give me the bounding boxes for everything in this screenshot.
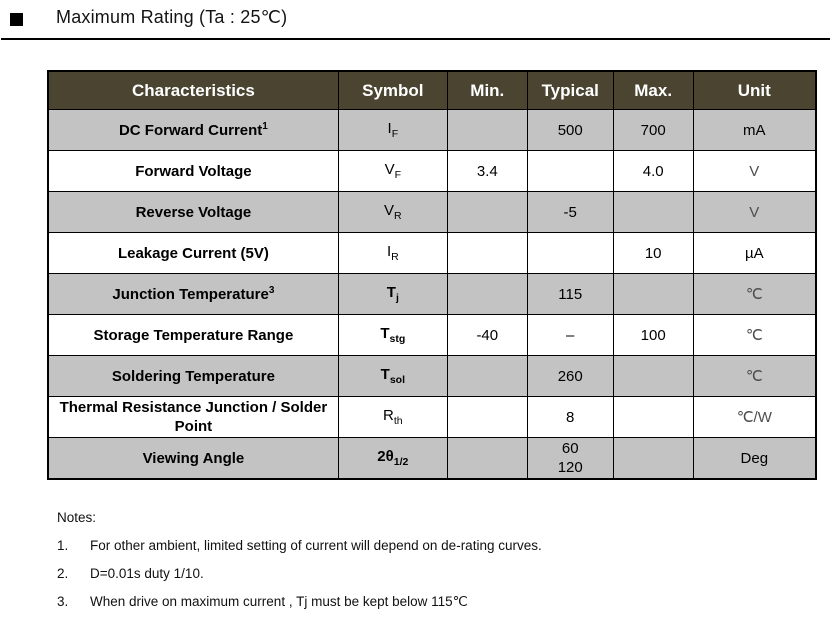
cell-characteristic: Forward Voltage xyxy=(47,150,339,192)
cell-max xyxy=(612,437,694,480)
cell-symbol: Tsol xyxy=(337,355,448,397)
column-header-symbol: Symbol xyxy=(337,70,448,110)
note-item: 1. For other ambient, limited setting of… xyxy=(57,538,542,553)
cell-characteristic: Thermal Resistance Junction / Solder Poi… xyxy=(47,396,339,438)
column-header-min: Min. xyxy=(446,70,528,110)
cell-characteristic: Viewing Angle xyxy=(47,437,339,480)
note-item: 2. D=0.01s duty 1/10. xyxy=(57,566,542,581)
cell-min xyxy=(446,437,528,480)
column-header-characteristics: Characteristics xyxy=(47,70,339,110)
cell-symbol: VR xyxy=(337,191,448,233)
cell-typical: 115 xyxy=(526,273,614,315)
cell-symbol: VF xyxy=(337,150,448,192)
column-header-max: Max. xyxy=(612,70,694,110)
table-row: Viewing Angle 2θ1/2 60 120 Deg xyxy=(47,437,817,480)
cell-max xyxy=(612,273,694,315)
cell-typical xyxy=(526,150,614,192)
cell-typical: -5 xyxy=(526,191,614,233)
table-row: Forward Voltage VF 3.4 4.0 V xyxy=(47,150,817,192)
cell-max: 10 xyxy=(612,232,694,274)
cell-characteristic: Reverse Voltage xyxy=(47,191,339,233)
cell-unit: ℃ xyxy=(692,314,817,356)
cell-characteristic: Leakage Current (5V) xyxy=(47,232,339,274)
cell-min xyxy=(446,396,528,438)
cell-unit: ℃ xyxy=(692,273,817,315)
cell-unit: V xyxy=(692,191,817,233)
cell-typical: 60 120 xyxy=(526,437,614,480)
maximum-rating-table: Characteristics Symbol Min. Typical Max.… xyxy=(47,70,817,480)
notes-heading: Notes: xyxy=(57,510,97,525)
column-header-typical: Typical xyxy=(526,70,614,110)
note-number: 1. xyxy=(57,538,69,553)
cell-unit: µA xyxy=(692,232,817,274)
cell-unit: Deg xyxy=(692,437,817,480)
square-bullet-icon xyxy=(10,12,23,26)
table-row: Storage Temperature Range Tstg -40 – 100… xyxy=(47,314,817,356)
cell-min: -40 xyxy=(446,314,528,356)
cell-max: 100 xyxy=(612,314,694,356)
section-header: Maximum Rating (Ta : 25℃) xyxy=(10,7,287,28)
note-text: For other ambient, limited setting of cu… xyxy=(90,538,542,553)
cell-characteristic: Storage Temperature Range xyxy=(47,314,339,356)
cell-max: 4.0 xyxy=(612,150,694,192)
cell-unit: ℃ xyxy=(692,355,817,397)
note-item: 3. When drive on maximum current , Tj mu… xyxy=(57,594,542,610)
cell-unit: V xyxy=(692,150,817,192)
table-row: Reverse Voltage VR -5 V xyxy=(47,191,817,233)
note-text: When drive on maximum current , Tj must … xyxy=(90,594,468,609)
cell-min xyxy=(446,109,528,151)
cell-symbol: IF xyxy=(337,109,448,151)
page-title: Maximum Rating (Ta : 25℃) xyxy=(56,7,288,27)
cell-symbol: Tj xyxy=(337,273,448,315)
note-number: 3. xyxy=(57,594,69,609)
cell-unit: ℃/W xyxy=(692,396,817,438)
cell-max xyxy=(612,191,694,233)
cell-characteristic: Junction Temperature3 xyxy=(47,273,339,315)
cell-symbol: IR xyxy=(337,232,448,274)
table-row: DC Forward Current1 IF 500 700 mA xyxy=(47,109,817,151)
table-row: Thermal Resistance Junction / Solder Poi… xyxy=(47,396,817,438)
cell-min xyxy=(446,232,528,274)
cell-max xyxy=(612,396,694,438)
cell-symbol: Rth xyxy=(337,396,448,438)
cell-typical: – xyxy=(526,314,614,356)
cell-max xyxy=(612,355,694,397)
cell-symbol: 2θ1/2 xyxy=(337,437,448,480)
cell-min xyxy=(446,355,528,397)
note-number: 2. xyxy=(57,566,69,581)
table-row: Leakage Current (5V) IR 10 µA xyxy=(47,232,817,274)
cell-typical: 500 xyxy=(526,109,614,151)
table-header-row: Characteristics Symbol Min. Typical Max.… xyxy=(47,70,817,110)
cell-min xyxy=(446,273,528,315)
cell-characteristic: Soldering Temperature xyxy=(47,355,339,397)
cell-min xyxy=(446,191,528,233)
notes-section: Notes: 1. For other ambient, limited set… xyxy=(57,510,542,623)
cell-symbol: Tstg xyxy=(337,314,448,356)
note-text: D=0.01s duty 1/10. xyxy=(90,566,204,581)
cell-unit: mA xyxy=(692,109,817,151)
table-row: Soldering Temperature Tsol 260 ℃ xyxy=(47,355,817,397)
cell-typical: 260 xyxy=(526,355,614,397)
cell-min: 3.4 xyxy=(446,150,528,192)
cell-typical: 8 xyxy=(526,396,614,438)
table-row: Junction Temperature3 Tj 115 ℃ xyxy=(47,273,817,315)
title-divider xyxy=(1,38,830,40)
column-header-unit: Unit xyxy=(692,70,817,110)
cell-max: 700 xyxy=(612,109,694,151)
cell-characteristic: DC Forward Current1 xyxy=(47,109,339,151)
cell-typical xyxy=(526,232,614,274)
